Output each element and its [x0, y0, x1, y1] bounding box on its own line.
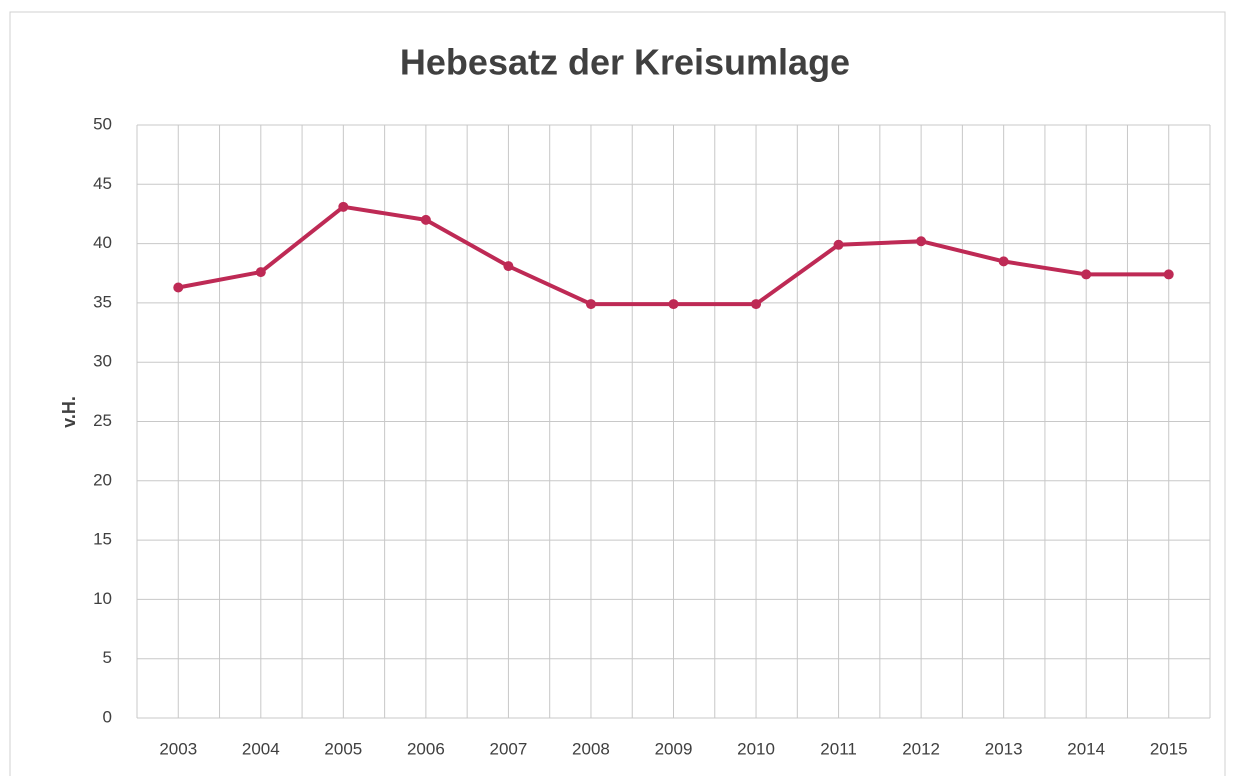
x-tick-label: 2014 [1067, 739, 1105, 758]
x-tick-label: 2012 [902, 739, 940, 758]
y-tick-label: 45 [93, 174, 112, 193]
x-tick-label: 2009 [655, 739, 693, 758]
marker [998, 256, 1009, 267]
y-tick-label: 25 [93, 411, 112, 430]
y-tick-label: 40 [93, 233, 112, 252]
marker [585, 299, 596, 310]
marker [668, 299, 679, 310]
marker [916, 236, 927, 247]
y-tick-label: 10 [93, 589, 112, 608]
x-tick-label: 2010 [737, 739, 775, 758]
marker [1163, 269, 1174, 280]
x-tick-label: 2005 [324, 739, 362, 758]
x-tick-label: 2008 [572, 739, 610, 758]
marker [1081, 269, 1092, 280]
marker [338, 201, 349, 212]
marker [751, 299, 762, 310]
y-tick-label: 20 [93, 470, 112, 489]
y-tick-label: 30 [93, 352, 112, 371]
y-tick-label: 15 [93, 530, 112, 549]
y-axis-label: v.H. [59, 396, 79, 428]
y-tick-label: 5 [103, 648, 112, 667]
chart-frame [9, 11, 1226, 776]
chart-title: Hebesatz der Kreisumlage [400, 42, 850, 83]
y-tick-label: 35 [93, 292, 112, 311]
y-tick-label: 0 [103, 707, 112, 726]
y-tick-label: 50 [93, 114, 112, 133]
marker [255, 267, 266, 278]
x-tick-label: 2011 [820, 739, 857, 758]
x-tick-label: 2013 [985, 739, 1023, 758]
x-tick-label: 2015 [1150, 739, 1188, 758]
x-tick-label: 2003 [159, 739, 197, 758]
x-tick-label: 2007 [490, 739, 528, 758]
marker [420, 214, 431, 225]
x-tick-label: 2006 [407, 739, 445, 758]
marker [503, 261, 514, 272]
x-tick-label: 2004 [242, 739, 280, 758]
marker [833, 239, 844, 250]
marker [173, 282, 184, 293]
